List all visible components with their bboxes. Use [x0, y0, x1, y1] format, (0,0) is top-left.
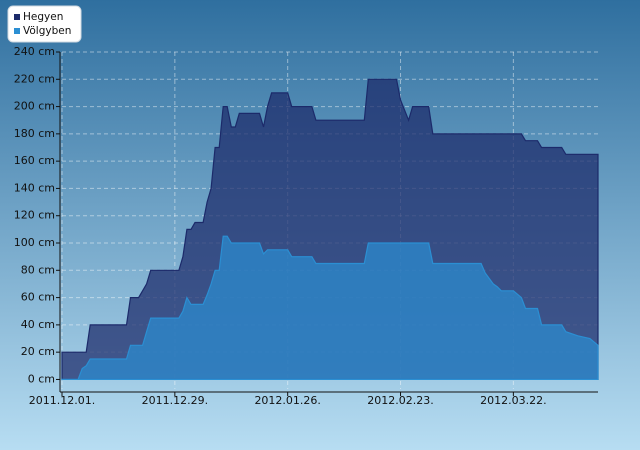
legend-swatch — [14, 14, 20, 20]
y-tick-label: 160 cm — [14, 154, 55, 167]
y-tick-label: 40 cm — [21, 318, 55, 331]
y-tick-label: 180 cm — [14, 127, 55, 140]
legend-label: Hegyen — [23, 11, 63, 23]
legend-label: Völgyben — [23, 25, 71, 37]
y-tick-label: 0 cm — [28, 372, 55, 385]
y-tick-label: 140 cm — [14, 181, 55, 194]
y-tick-label: 120 cm — [14, 209, 55, 222]
y-tick-label: 240 cm — [14, 45, 55, 58]
area — [61, 235, 599, 381]
y-tick-label: 60 cm — [21, 291, 55, 304]
y-tick-label: 200 cm — [14, 100, 55, 113]
legend-swatch — [14, 28, 20, 34]
x-tick-label: 2011.12.29. — [142, 394, 208, 407]
x-tick-label: 2011.12.01. — [29, 394, 95, 407]
x-tick-label: 2012.01.26. — [254, 394, 320, 407]
x-tick-label: 2012.03.22. — [480, 394, 546, 407]
y-tick-label: 220 cm — [14, 72, 55, 85]
y-tick-label: 80 cm — [21, 263, 55, 276]
y-tick-label: 20 cm — [21, 345, 55, 358]
y-tick-label: 100 cm — [14, 236, 55, 249]
x-tick-label: 2012.02.23. — [367, 394, 433, 407]
legend-box — [7, 5, 82, 43]
